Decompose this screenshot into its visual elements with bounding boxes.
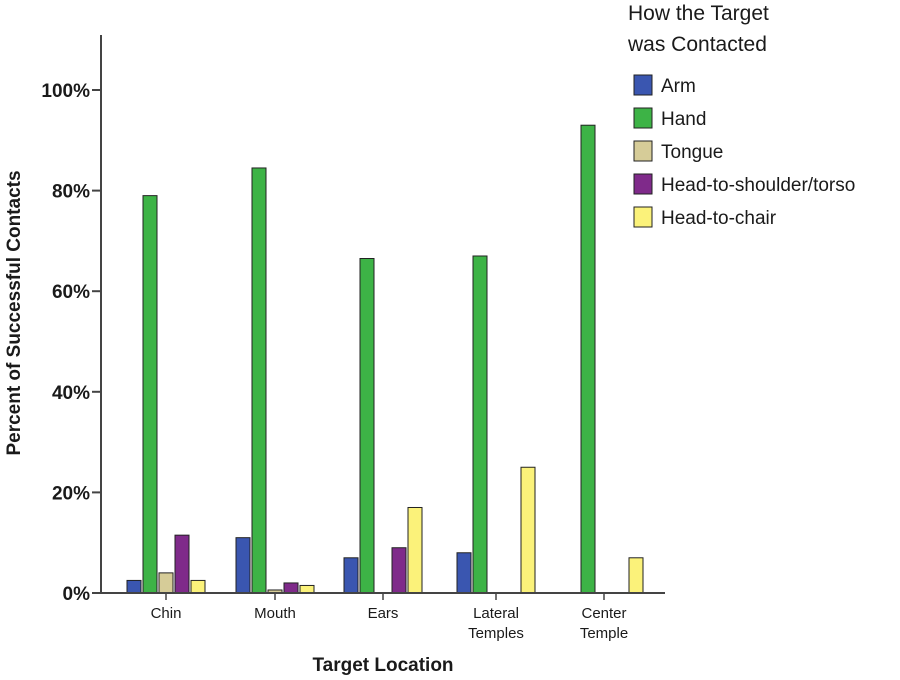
x-tick-label: Center xyxy=(581,605,626,622)
x-tick-label: Lateral xyxy=(473,605,519,622)
legend-label: Head-to-chair xyxy=(661,208,777,229)
legend-items: Arm Hand Tongue Head-to-shoulder/torso Head-… xyxy=(633,74,855,229)
bar-arm xyxy=(343,557,359,594)
legend: How the Target was Contacted Arm Hand Tong… xyxy=(627,2,855,229)
legend-swatch xyxy=(633,173,653,195)
x-tick-label: Ears xyxy=(368,605,399,622)
bar-arm xyxy=(126,579,142,594)
legend-swatch xyxy=(633,107,653,129)
y-tick-label: 100% xyxy=(41,81,90,102)
y-tick-label: 20% xyxy=(52,483,90,504)
bar-tongue xyxy=(158,572,174,594)
x-ticks: Chin Mouth Ears Lateral Temples Center Temple xyxy=(151,593,628,642)
y-ticks: 0% 20% 40% 60% 80% 100% xyxy=(41,81,101,605)
bar-head-to-shoulder-torso xyxy=(283,582,299,594)
bar-arm xyxy=(235,537,251,594)
x-tick-label: Mouth xyxy=(254,605,296,622)
bars-layer xyxy=(126,124,644,594)
legend-label: Head-to-shoulder/torso xyxy=(661,175,855,196)
legend-title-line-2: was Contacted xyxy=(627,33,767,56)
bar-head-to-chair xyxy=(407,506,423,594)
bar-hand xyxy=(472,255,488,594)
y-tick-label: 80% xyxy=(52,182,90,203)
bar-head-to-chair xyxy=(190,579,206,594)
x-tick-label: Temple xyxy=(580,625,628,642)
legend-title-line-1: How the Target xyxy=(628,2,769,25)
legend-swatch xyxy=(633,140,653,162)
legend-swatch xyxy=(633,206,653,228)
legend-swatch xyxy=(633,74,653,96)
x-axis-label: Target Location xyxy=(312,655,453,676)
legend-label: Hand xyxy=(661,109,706,130)
bar-hand xyxy=(359,258,375,594)
y-tick-label: 60% xyxy=(52,282,90,303)
bar-head-to-chair xyxy=(299,584,315,594)
x-tick-label: Chin xyxy=(151,605,182,622)
bar-hand xyxy=(580,124,596,594)
legend-label: Tongue xyxy=(661,142,723,163)
x-tick-label: Temples xyxy=(468,625,524,642)
bar-head-to-chair xyxy=(520,466,536,594)
y-tick-label: 40% xyxy=(52,383,90,404)
bar-head-to-shoulder-torso xyxy=(174,534,190,594)
bar-arm xyxy=(456,552,472,594)
legend-label: Arm xyxy=(661,76,696,97)
bar-head-to-shoulder-torso xyxy=(391,547,407,594)
y-axis-label: Percent of Successful Contacts xyxy=(4,170,25,455)
bar-head-to-chair xyxy=(628,557,644,594)
bar-hand xyxy=(251,167,267,594)
bar-hand xyxy=(142,195,158,594)
y-tick-label: 0% xyxy=(63,584,91,605)
